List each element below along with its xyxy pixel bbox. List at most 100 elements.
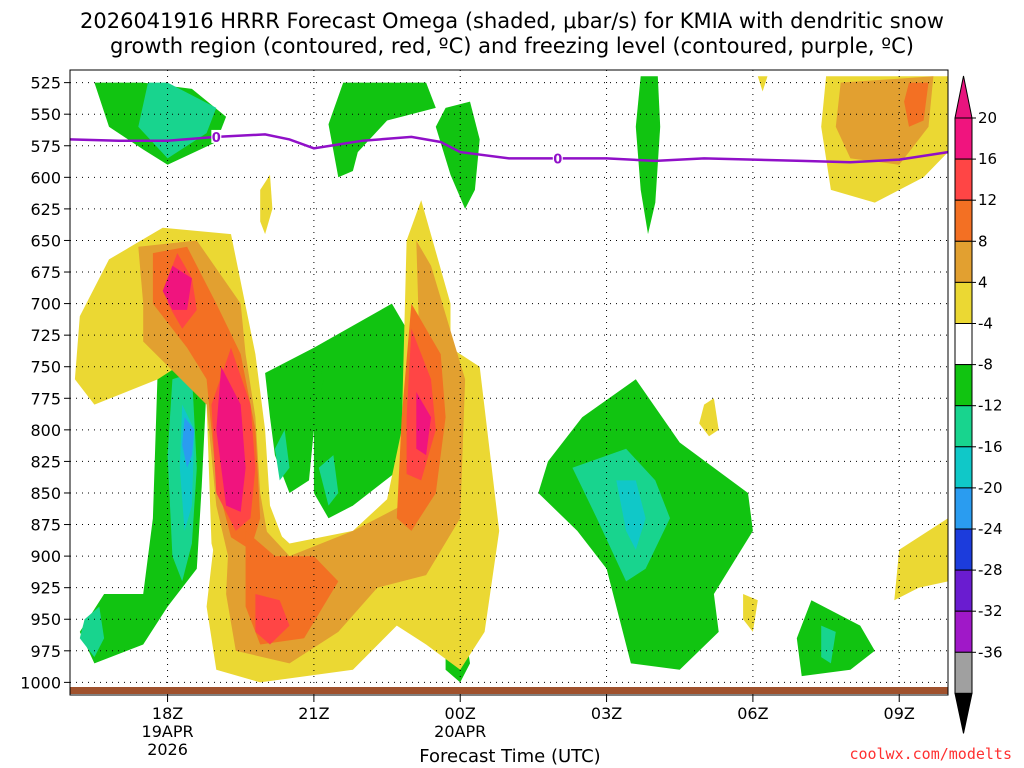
colorbar-label-12: 12 xyxy=(978,191,997,209)
omega-region-13 xyxy=(572,448,670,582)
omega-region-14 xyxy=(616,480,646,550)
chart-title-line1: 2026041916 HRRR Forecast Omega (shaded, … xyxy=(80,9,944,33)
y-tick-label-625: 625 xyxy=(30,200,61,219)
freezing-level-line xyxy=(69,133,949,164)
colorbar-segment-9 xyxy=(954,487,973,530)
colorbar-label--36: -36 xyxy=(978,643,1003,661)
colorbar-label--28: -28 xyxy=(978,561,1003,579)
omega-region-24 xyxy=(743,594,758,632)
colorbar-segment-5 xyxy=(954,323,973,366)
x-tick-label-03Z: 03Z xyxy=(591,704,622,723)
y-tick-label-825: 825 xyxy=(30,452,61,471)
colorbar: 20 16 12 8 4 -4 -8 -12 -16 -20 -24 -28 -32 -36 xyxy=(954,75,1003,734)
omega-region-4 xyxy=(635,76,661,235)
omega-region-16 xyxy=(796,600,875,677)
omega-region-37 xyxy=(162,265,192,310)
y-axis-ticks: 525 550 575 600 625 650 675 700 725 750 775 800 825 8… xyxy=(20,74,70,692)
y-tick-label-600: 600 xyxy=(30,168,61,187)
colorbar-under-triangle xyxy=(954,692,973,734)
plot-area: 00 xyxy=(69,69,949,696)
freezing-level-contour: 00 xyxy=(69,129,949,167)
colorbar-segment-11 xyxy=(954,569,973,612)
omega-region-11 xyxy=(318,455,339,506)
y-tick-label-575: 575 xyxy=(30,137,61,156)
y-tick-label-650: 650 xyxy=(30,231,61,250)
omega-region-23 xyxy=(699,398,719,437)
y-tick-label-925: 925 xyxy=(30,579,61,598)
y-tick-label-675: 675 xyxy=(30,263,61,282)
omega-region-25 xyxy=(894,518,948,601)
colorbar-label-20: 20 xyxy=(978,109,997,127)
y-tick-label-800: 800 xyxy=(30,421,61,440)
freezing-level-label: 0 xyxy=(212,131,221,146)
y-tick-label-550: 550 xyxy=(30,105,61,124)
colorbar-segment-4 xyxy=(954,281,973,324)
omega-region-3 xyxy=(435,101,480,209)
colorbar-label--24: -24 xyxy=(978,520,1003,538)
freezing-level-label-bg-1 xyxy=(552,151,563,165)
freezing-level-label-bg-0 xyxy=(211,129,222,143)
omega-region-39 xyxy=(416,392,431,456)
colorbar-segment-2 xyxy=(954,199,973,242)
colorbar-label-4: 4 xyxy=(978,273,988,291)
colorbar-label-8: 8 xyxy=(978,232,988,250)
freezing-level-label: 0 xyxy=(553,152,562,167)
x-tick-year-18Z: 2026 xyxy=(147,740,188,759)
colorbar-segment-13 xyxy=(954,651,973,694)
colorbar-label--12: -12 xyxy=(978,397,1003,415)
y-tick-label-850: 850 xyxy=(30,484,61,503)
y-tick-label-900: 900 xyxy=(30,547,61,566)
x-tick-date-18Z: 19APR xyxy=(142,722,194,741)
omega-region-17 xyxy=(821,625,836,664)
y-tick-label-725: 725 xyxy=(30,326,61,345)
colorbar-label--20: -20 xyxy=(978,479,1003,497)
y-tick-label-775: 775 xyxy=(30,389,61,408)
colorbar-segment-1 xyxy=(954,158,973,201)
colorbar-label--8: -8 xyxy=(978,356,993,374)
colorbar-label--4: -4 xyxy=(978,315,993,333)
omega-region-38 xyxy=(216,366,246,512)
x-tick-label-09Z: 09Z xyxy=(884,704,915,723)
plot-frame xyxy=(69,69,949,696)
colorbar-segment-0 xyxy=(954,117,973,160)
omega-region-41 xyxy=(274,429,290,481)
omega-region-2 xyxy=(328,82,436,178)
y-tick-label-950: 950 xyxy=(30,610,61,629)
omega-region-22 xyxy=(260,174,273,235)
colorbar-segment-3 xyxy=(954,240,973,283)
x-tick-label-18Z: 18Z xyxy=(152,704,183,723)
y-tick-label-1000: 1000 xyxy=(20,673,61,692)
chart-title-line2: growth region (contoured, red, ºC) and f… xyxy=(110,34,914,58)
x-tick-label-21Z: 21Z xyxy=(298,704,329,723)
omega-region-21 xyxy=(757,76,768,92)
colorbar-label--32: -32 xyxy=(978,602,1003,620)
y-tick-label-975: 975 xyxy=(30,642,61,661)
x-tick-date-00Z: 20APR xyxy=(434,722,486,741)
omega-region-35 xyxy=(255,594,290,645)
ground-surface xyxy=(70,687,948,694)
omega-region-8 xyxy=(182,417,195,468)
x-tick-label-00Z: 00Z xyxy=(445,704,476,723)
colorbar-segment-12 xyxy=(954,610,973,653)
colorbar-label--16: -16 xyxy=(978,438,1003,456)
omega-region-10 xyxy=(313,303,407,519)
colorbar-segment-6 xyxy=(954,364,973,407)
colorbar-over-triangle xyxy=(954,75,973,119)
credit-text: coolwx.com/modelts xyxy=(849,745,1012,763)
omega-region-9 xyxy=(79,606,105,658)
y-tick-label-875: 875 xyxy=(30,516,61,535)
omega-shading xyxy=(74,76,948,683)
x-tick-label-06Z: 06Z xyxy=(737,704,768,723)
y-tick-label-700: 700 xyxy=(30,295,61,314)
colorbar-segment-10 xyxy=(954,528,973,571)
grid-lines xyxy=(70,70,948,695)
colorbar-segment-8 xyxy=(954,446,973,489)
omega-region-20 xyxy=(904,82,929,127)
y-tick-label-750: 750 xyxy=(30,358,61,377)
colorbar-label-16: 16 xyxy=(978,150,997,168)
colorbar-segment-7 xyxy=(954,405,973,448)
y-tick-label-525: 525 xyxy=(30,74,61,93)
x-axis-label: Forecast Time (UTC) xyxy=(419,746,600,767)
